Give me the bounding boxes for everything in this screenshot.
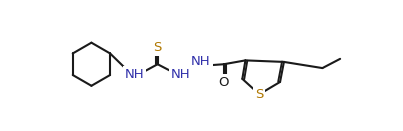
Text: S: S xyxy=(154,41,162,54)
Text: S: S xyxy=(255,88,264,101)
Text: O: O xyxy=(218,76,229,89)
Text: NH: NH xyxy=(191,55,211,68)
Text: NH: NH xyxy=(171,68,191,81)
Text: NH: NH xyxy=(125,68,144,81)
